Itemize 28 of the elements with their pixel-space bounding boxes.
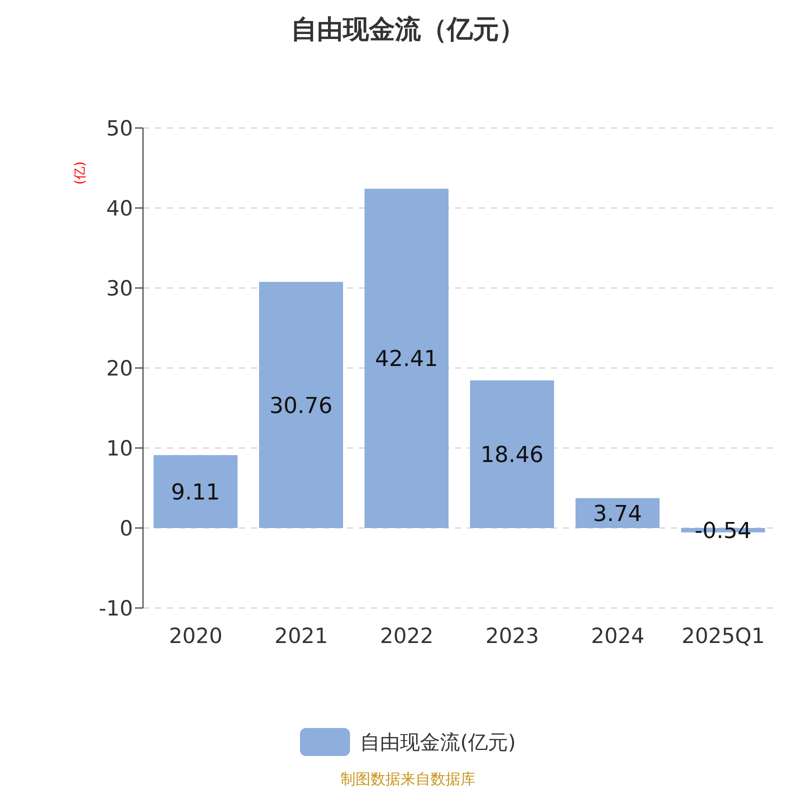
data-label: 18.46 <box>480 442 544 468</box>
y-tick-label: 20 <box>106 356 133 380</box>
data-label: 30.76 <box>270 394 333 419</box>
bar <box>364 188 449 528</box>
x-tick-label: 2025Q1 <box>682 624 765 648</box>
y-tick-label: 10 <box>106 436 133 460</box>
text: 制图数据来自数据库 <box>340 770 476 789</box>
y-tick-label: 50 <box>106 116 133 140</box>
legend-label: 自由现金流(亿元) <box>360 728 516 756</box>
bar <box>154 455 238 528</box>
y-tick-label: 30 <box>106 276 133 300</box>
chart-title: 自由现金流（亿元） <box>290 14 526 47</box>
data-label: -0.54 <box>694 518 752 544</box>
y-tick-label: 0 <box>120 516 133 540</box>
y-tick-label: -10 <box>98 596 133 620</box>
x-tick-label: 2022 <box>380 624 434 648</box>
x-tick-label: 2024 <box>591 624 644 648</box>
y-tick-label: 40 <box>106 196 133 220</box>
y-axis-title: (亿) <box>72 160 89 187</box>
bar <box>576 498 660 528</box>
x-tick-label: 2020 <box>169 624 222 648</box>
x-tick-label: 2021 <box>274 624 328 648</box>
x-tick-label: 2023 <box>486 624 539 648</box>
bar <box>259 282 344 528</box>
data-label: 3.74 <box>593 502 642 527</box>
data-label: 9.11 <box>171 480 220 506</box>
bar <box>470 380 554 528</box>
data-label: 42.41 <box>375 347 438 372</box>
